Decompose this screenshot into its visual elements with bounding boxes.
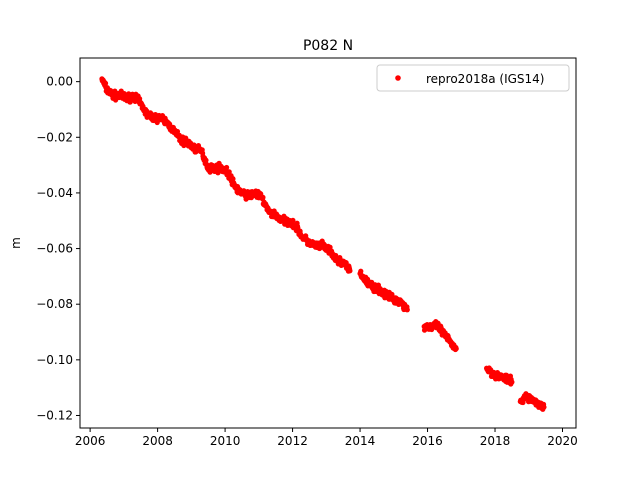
data-point bbox=[260, 194, 266, 200]
x-tick-label: 2018 bbox=[480, 434, 511, 448]
y-tick-label: −0.02 bbox=[36, 130, 73, 144]
y-tick-label: −0.04 bbox=[36, 186, 73, 200]
data-point bbox=[290, 217, 296, 224]
x-tick-label: 2010 bbox=[210, 434, 241, 448]
legend-marker bbox=[395, 75, 401, 81]
x-tick-label: 2012 bbox=[277, 434, 308, 448]
data-point bbox=[102, 80, 109, 86]
y-axis-label: m bbox=[9, 237, 23, 249]
points-layer bbox=[99, 76, 547, 412]
y-tick-label: −0.08 bbox=[36, 297, 73, 311]
data-point bbox=[347, 268, 353, 274]
x-tick-label: 2014 bbox=[345, 434, 376, 448]
data-point bbox=[223, 164, 230, 171]
x-tick-label: 2020 bbox=[547, 434, 578, 448]
data-point bbox=[203, 157, 209, 163]
x-tick-label: 2016 bbox=[412, 434, 443, 448]
plot-frame bbox=[79, 57, 577, 429]
data-point bbox=[541, 404, 547, 410]
legend-label: repro2018a (IGS14) bbox=[426, 72, 544, 86]
y-tick-label: −0.06 bbox=[36, 242, 73, 256]
y-tick-label: 0.00 bbox=[46, 75, 73, 89]
data-point bbox=[453, 346, 459, 352]
x-tick-label: 2006 bbox=[75, 434, 106, 448]
x-tick-label: 2008 bbox=[142, 434, 173, 448]
y-axis: 0.00 −0.02 −0.04 −0.06 −0.08 −0.10 −0.12 bbox=[36, 75, 80, 422]
legend-box bbox=[376, 64, 570, 92]
y-tick-label: −0.12 bbox=[36, 408, 73, 422]
legend: repro2018a (IGS14) bbox=[376, 64, 570, 92]
data-point bbox=[509, 379, 515, 385]
y-tick-label: −0.10 bbox=[36, 353, 73, 367]
chart-title: P082 N bbox=[303, 38, 353, 54]
data-point bbox=[404, 307, 410, 313]
data-point bbox=[358, 268, 364, 274]
x-axis: 2006 2008 2010 2012 2014 2016 2018 2020 bbox=[75, 428, 578, 448]
